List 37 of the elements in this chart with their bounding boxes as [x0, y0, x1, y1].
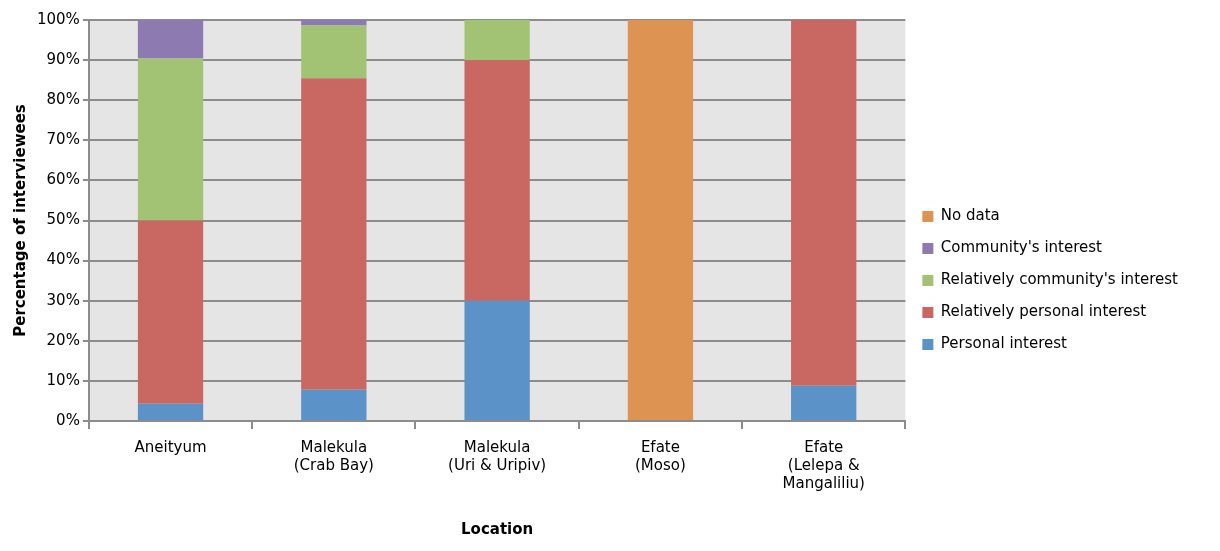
x-tick-label: Aneityum [134, 437, 207, 456]
legend-label: No data [940, 206, 1000, 225]
x-axis-title: Location [461, 519, 534, 538]
x-tick-label: Malekula (Uri & Uripiv) [448, 437, 547, 474]
bar [301, 20, 367, 26]
bar [137, 403, 204, 420]
y-axis-title: Percentage of interviewees [10, 104, 29, 337]
y-tick-label: 80% [46, 90, 80, 109]
y-tick-label: 60% [46, 170, 80, 189]
y-tick-label: 70% [46, 130, 80, 149]
y-tick-label: 100% [36, 9, 80, 28]
x-tick-label: Efate (Moso) [635, 437, 686, 474]
bar [791, 385, 857, 420]
bar [137, 20, 204, 59]
bar [627, 20, 694, 420]
y-tick-label: 40% [46, 250, 80, 269]
legend-label: Personal interest [940, 334, 1068, 353]
y-tick-label: 20% [46, 330, 80, 349]
bar [137, 58, 204, 221]
legend-label: Relatively personal interest [940, 302, 1147, 321]
y-tick-label: 10% [46, 370, 80, 389]
y-tick-label: 0% [56, 410, 80, 429]
y-tick-label: 30% [46, 290, 80, 309]
bar [301, 25, 367, 79]
bar [137, 220, 204, 404]
legend-label: Relatively community's interest [940, 270, 1179, 289]
bar [464, 300, 530, 420]
y-tick-label: 90% [46, 49, 80, 68]
bar [301, 389, 367, 420]
bar [791, 20, 857, 386]
bar [301, 78, 367, 390]
x-tick-label: Malekula (Crab Bay) [293, 437, 374, 474]
x-tick-label: Efate (Lelepa & Mangaliliu) [782, 437, 865, 492]
y-tick-label: 50% [46, 210, 80, 229]
bar [464, 20, 530, 61]
legend-label: Community's interest [940, 238, 1103, 257]
bar [464, 60, 530, 301]
